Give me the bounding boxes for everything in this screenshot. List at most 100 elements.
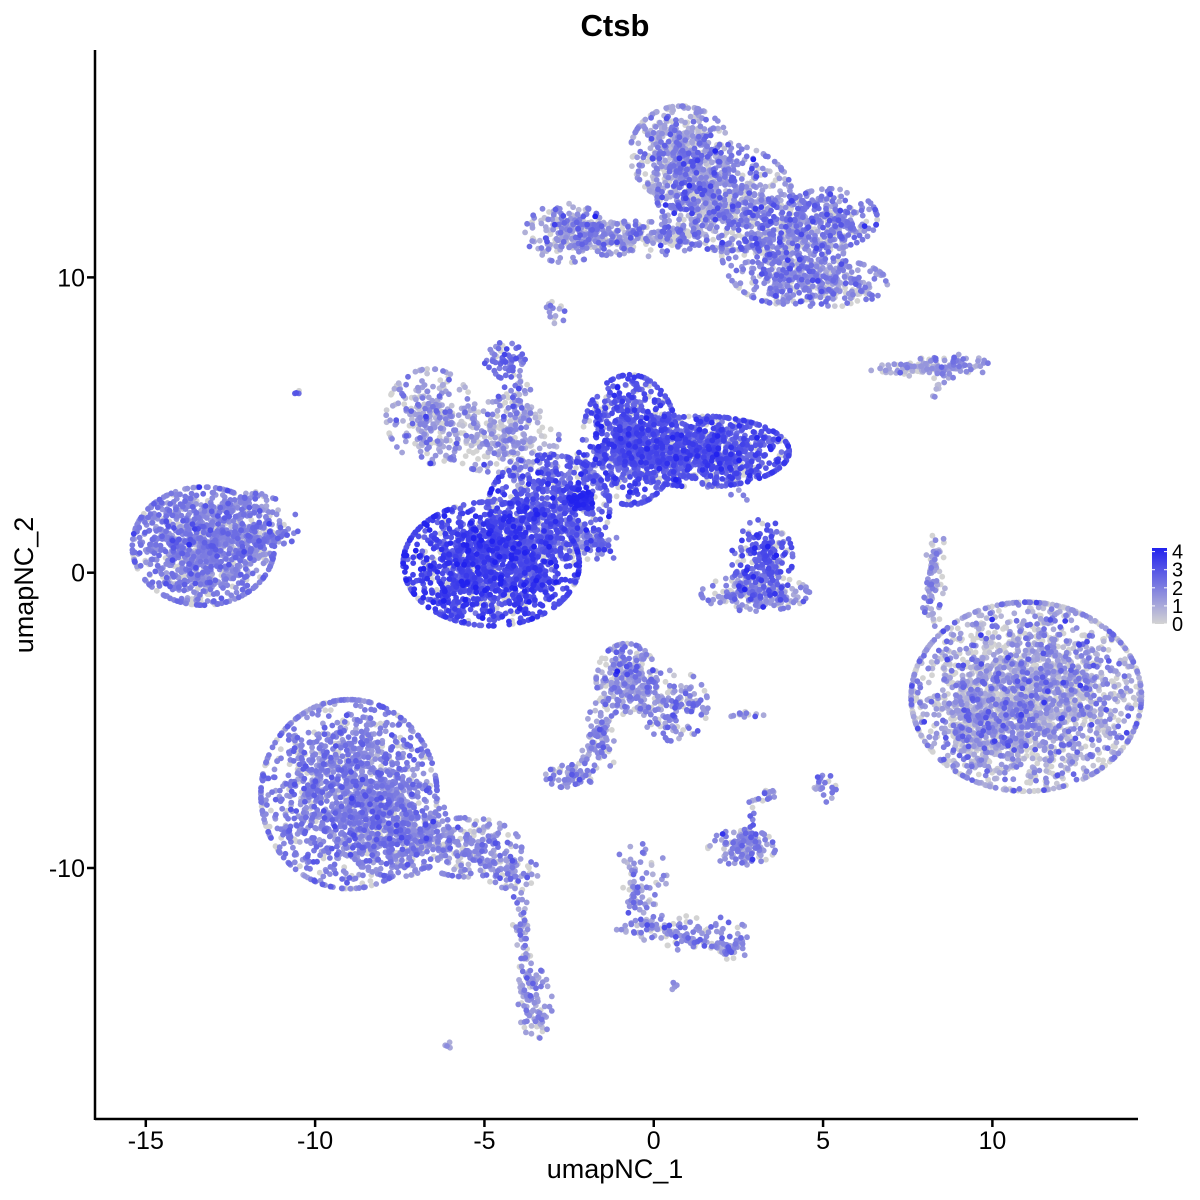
cell-point	[854, 298, 861, 304]
cell-point	[462, 384, 468, 391]
cell-point	[514, 942, 521, 948]
cell-point	[322, 707, 329, 714]
cell-point	[786, 576, 793, 583]
cell-point	[930, 610, 936, 617]
cell-point	[683, 913, 690, 919]
cell-point	[627, 843, 634, 850]
scatter-points	[129, 103, 1145, 1051]
cell-point	[541, 441, 548, 447]
cell-point	[1095, 645, 1102, 652]
cell-point	[585, 715, 591, 722]
cell-point	[1041, 720, 1047, 726]
cell-point	[579, 747, 586, 754]
cell-point	[534, 419, 541, 426]
cell-point	[536, 237, 543, 244]
cell-point	[593, 718, 600, 725]
cell-point	[839, 303, 846, 309]
cell-point	[996, 607, 1002, 614]
cell-point	[1123, 679, 1130, 686]
cell-point	[456, 386, 463, 393]
cell-point	[985, 630, 992, 636]
cell-point	[570, 204, 576, 211]
cell-point	[710, 236, 716, 243]
cell-point	[277, 746, 284, 753]
cell-point	[528, 880, 535, 886]
cell-point	[556, 305, 563, 312]
cell-point	[189, 601, 196, 608]
cell-point	[439, 382, 446, 389]
cell-point	[940, 554, 947, 561]
cell-point	[296, 839, 303, 845]
cell-point	[854, 267, 861, 274]
cell-point	[465, 389, 471, 395]
cell-point	[465, 861, 472, 868]
cell-point	[722, 129, 729, 136]
cell-point	[401, 401, 408, 407]
cell-point	[601, 690, 607, 697]
cell-point	[428, 767, 434, 773]
cell-point	[964, 621, 971, 628]
cell-point	[837, 186, 843, 193]
cell-point	[1023, 747, 1030, 753]
cell-point	[388, 391, 394, 398]
cell-point	[1004, 619, 1011, 626]
cell-point	[620, 884, 626, 891]
cell-point	[670, 107, 676, 114]
cell-point	[268, 807, 274, 814]
cell-point	[1050, 626, 1057, 633]
cell-point	[831, 303, 838, 309]
cell-point	[522, 229, 528, 236]
cell-point	[544, 983, 551, 990]
cell-point	[931, 375, 937, 382]
cell-point	[936, 616, 943, 623]
cell-point	[730, 829, 737, 836]
cell-point	[1098, 669, 1105, 676]
cell-point	[662, 678, 669, 685]
cell-point	[929, 532, 936, 539]
cell-point	[383, 407, 390, 413]
cell-point	[1034, 760, 1041, 767]
cell-point	[516, 391, 523, 398]
cell-point	[689, 138, 695, 145]
cell-point	[389, 402, 396, 409]
cell-point	[753, 147, 760, 154]
cell-point	[395, 380, 402, 387]
cell-point	[412, 368, 419, 375]
cell-point	[647, 247, 654, 253]
cell-point	[954, 625, 961, 632]
cell-point	[925, 679, 932, 686]
cell-point	[707, 843, 713, 849]
cell-point	[536, 445, 543, 452]
cell-point	[580, 423, 587, 430]
cell-point	[968, 632, 974, 639]
cell-point	[998, 613, 1004, 619]
cell-point	[686, 233, 692, 239]
cell-point	[885, 362, 892, 368]
cell-point	[749, 804, 756, 811]
cell-point	[641, 937, 647, 943]
cell-point	[515, 906, 522, 912]
cell-point	[929, 749, 936, 755]
cell-point	[1130, 694, 1137, 701]
cell-point	[1115, 717, 1122, 724]
cell-point	[1024, 779, 1030, 786]
cell-point	[613, 493, 620, 500]
cell-point	[400, 418, 406, 424]
cell-point	[939, 573, 946, 580]
cell-point	[687, 113, 694, 120]
cell-point	[996, 769, 1003, 776]
cell-point	[658, 935, 665, 941]
cell-point	[676, 915, 683, 922]
cell-point	[1011, 610, 1018, 617]
cell-point	[551, 320, 558, 327]
cell-point	[940, 665, 947, 671]
cell-point	[1050, 785, 1057, 792]
cell-point	[604, 706, 611, 713]
cell-point	[923, 552, 930, 558]
cell-point	[153, 587, 160, 594]
cell-point	[1095, 756, 1102, 763]
cell-point	[621, 858, 628, 864]
cell-point	[918, 732, 924, 739]
cell-point	[629, 163, 635, 170]
